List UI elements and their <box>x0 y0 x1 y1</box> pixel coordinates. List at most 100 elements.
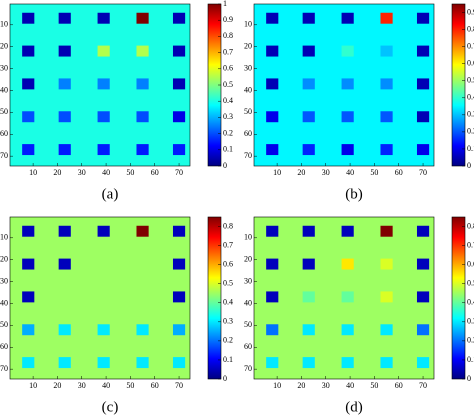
colorbar-tick-label: 0.5 <box>223 279 233 288</box>
colorbar-tick-label: 1 <box>223 0 227 8</box>
heatmap-cell <box>58 144 71 156</box>
colorbar-tick-label: 0.4 <box>467 298 474 307</box>
heatmap-cell <box>302 225 315 237</box>
colorbar-tick-label: 0.8 <box>223 31 233 40</box>
y-tick-label: 70 <box>0 364 8 373</box>
heatmap-cell <box>172 357 186 369</box>
y-tick-label: 30 <box>0 276 8 285</box>
heatmap-cell <box>136 357 149 369</box>
heatmap-cell <box>341 225 354 237</box>
heatmap-cell <box>380 324 393 336</box>
heatmap-cell <box>380 225 393 237</box>
heatmap-cell <box>22 258 35 270</box>
heatmap-cell <box>22 144 35 156</box>
heatmap-cell <box>97 45 110 57</box>
plot-frame <box>9 3 191 167</box>
heatmap-cell <box>302 12 315 24</box>
heatmap-cell <box>97 225 110 237</box>
heatmap-cell <box>22 357 35 369</box>
y-tick-label: 10 <box>244 20 252 29</box>
colorbar-tick-label: 0.5 <box>467 76 474 85</box>
heatmap-cell <box>302 258 315 270</box>
colorbar-tick-label: 0 <box>223 161 227 170</box>
heatmap-cell <box>266 78 279 90</box>
colorbar <box>451 3 466 167</box>
heatmap-cell <box>58 78 71 90</box>
x-tick-label: 60 <box>151 381 159 390</box>
heatmap-cell <box>136 291 149 303</box>
y-tick-label: 60 <box>244 129 252 138</box>
colorbar-tick-label: 0.2 <box>223 128 233 137</box>
heatmap-cell <box>266 258 279 270</box>
x-tick-label: 10 <box>29 381 37 390</box>
heatmap-cell <box>341 258 354 270</box>
heatmap-cell <box>58 324 71 336</box>
heatmap-cell <box>380 111 393 123</box>
x-tick-label: 50 <box>370 381 378 390</box>
x-tick-label: 70 <box>175 381 183 390</box>
plot-frame <box>253 216 435 380</box>
heatmap-cell <box>22 45 35 57</box>
heatmap-cell <box>380 45 393 57</box>
colorbar <box>207 216 222 380</box>
y-tick-label: 20 <box>244 255 252 264</box>
heatmap-cell <box>22 291 35 303</box>
heatmap-cell <box>341 111 354 123</box>
colorbar-tick-label: 0 <box>467 161 471 170</box>
colorbar-tick-label: 0.3 <box>223 317 233 326</box>
heatmap-cell <box>416 258 430 270</box>
y-tick-label: 10 <box>0 233 8 242</box>
heatmap-cell <box>136 324 149 336</box>
y-tick-label: 50 <box>0 107 8 116</box>
x-tick-label: 50 <box>126 168 134 177</box>
colorbar-tick-label: 0.8 <box>467 24 474 33</box>
heatmap-cell <box>380 258 393 270</box>
heatmap-cell <box>172 78 186 90</box>
colorbar-tick-label: 0.6 <box>223 64 233 73</box>
x-tick-label: 10 <box>273 168 281 177</box>
heatmap-cell <box>97 324 110 336</box>
heatmap-cell <box>22 225 35 237</box>
heatmap-cell <box>97 144 110 156</box>
heatmap-cell <box>172 144 186 156</box>
y-tick-label: 40 <box>244 85 252 94</box>
y-tick-label: 70 <box>244 151 252 160</box>
heatmap-cell <box>341 144 354 156</box>
x-tick-label: 40 <box>346 381 354 390</box>
heatmap-cell <box>341 45 354 57</box>
heatmap-cell <box>380 291 393 303</box>
heatmap-cell <box>136 78 149 90</box>
heatmap-cell <box>58 258 71 270</box>
heatmap-cell <box>380 357 393 369</box>
heatmap-cell <box>97 78 110 90</box>
colorbar-tick-label: 0.9 <box>223 15 233 24</box>
x-tick-label: 60 <box>151 168 159 177</box>
heatmap-cell <box>58 111 71 123</box>
colorbar-tick-label: 0.2 <box>223 336 233 345</box>
x-tick-label: 40 <box>102 381 110 390</box>
heatmap-cell <box>136 258 149 270</box>
colorbar <box>451 216 466 380</box>
x-tick-label: 40 <box>102 168 110 177</box>
plot-frame <box>9 216 191 380</box>
colorbar-tick-label: 0.5 <box>467 279 474 288</box>
colorbar-tick-label: 0.2 <box>467 127 474 136</box>
heatmap-cell <box>22 324 35 336</box>
y-tick-label: 60 <box>0 342 8 351</box>
caption: (d) <box>345 399 363 415</box>
heatmap-cell <box>172 291 186 303</box>
colorbar-tick-label: 0.1 <box>467 355 474 364</box>
y-tick-label: 50 <box>244 320 252 329</box>
heatmap-cell <box>136 225 149 237</box>
caption: (c) <box>102 399 119 415</box>
colorbar-tick-label: 0.8 <box>223 221 233 230</box>
x-tick-label: 50 <box>370 168 378 177</box>
y-tick-label: 60 <box>0 129 8 138</box>
y-tick-label: 30 <box>244 276 252 285</box>
colorbar-tick-label: 0.3 <box>467 317 474 326</box>
colorbar-tick-label: 0.2 <box>467 336 474 345</box>
colorbar-tick-label: 0.9 <box>467 7 474 16</box>
heatmap-cell <box>302 45 315 57</box>
heatmap-cell <box>136 12 149 24</box>
heatmap-cell <box>172 45 186 57</box>
